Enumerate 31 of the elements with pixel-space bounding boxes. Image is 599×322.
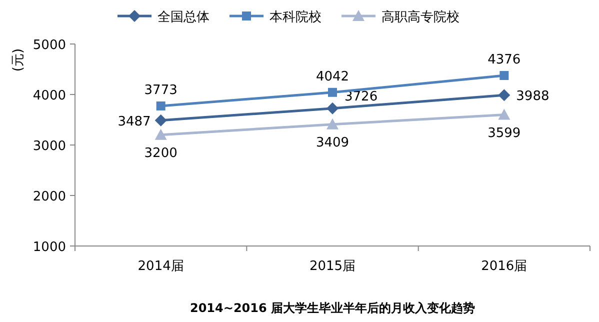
text: 2014~2016 届大学生毕业半年后的月收入变化趋势 — [190, 301, 476, 315]
data-label: 3200 — [144, 146, 178, 161]
x-tick-label: 2014届 — [138, 259, 184, 274]
data-label: 3773 — [144, 82, 178, 98]
y-axis-title: (元) — [11, 48, 26, 72]
data-label: 3599 — [488, 126, 521, 141]
y-tick-label: 4000 — [32, 88, 66, 104]
data-label: 3409 — [316, 135, 350, 150]
point — [326, 102, 338, 114]
point — [156, 101, 166, 110]
x-tick-label: 2016届 — [481, 259, 528, 274]
data-label: 4042 — [316, 69, 350, 84]
point — [154, 128, 167, 140]
point — [500, 71, 509, 80]
y-tick-label: 3000 — [32, 139, 66, 154]
y-tick-label: 5000 — [32, 38, 66, 53]
legend-label: 高职高专院校 — [382, 9, 460, 25]
y-tick-label: 2000 — [32, 190, 66, 204]
data-label: 4376 — [488, 52, 521, 68]
point — [328, 88, 337, 97]
y-tick-label: 1000 — [32, 240, 66, 255]
x-tick-label: 2015届 — [309, 259, 356, 274]
point — [498, 89, 510, 102]
legend-label: 全国总体 — [158, 10, 210, 25]
point — [154, 114, 167, 126]
data-label: 3726 — [344, 89, 378, 104]
point — [498, 108, 510, 120]
data-label: 3988 — [516, 89, 550, 104]
point — [326, 118, 338, 130]
data-label: 3487 — [118, 114, 151, 130]
legend-label: 本科院校 — [270, 10, 322, 25]
